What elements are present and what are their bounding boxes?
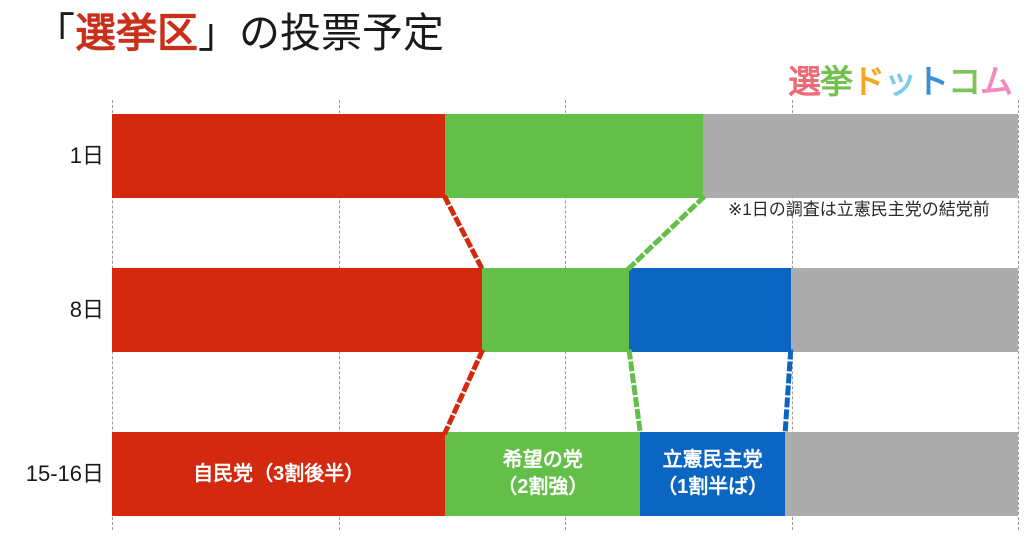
y-axis-label-2: 15-16日 xyxy=(25,461,104,486)
logo-char-4: ト xyxy=(916,63,949,100)
bar-segment-label: 自民党（3割後半） xyxy=(193,462,365,485)
page-title: 「選挙区」の投票予定 xyxy=(34,4,444,62)
logo-char-1: 挙 xyxy=(820,63,853,100)
gridline-100 xyxy=(1018,100,1019,530)
bar-segment-0: 自民党（3割後半） xyxy=(112,432,446,516)
connector-自民党 xyxy=(442,348,485,436)
bar-row xyxy=(112,114,1018,198)
logo-char-0: 選 xyxy=(788,63,821,100)
footnote: ※1日の調査は立憲民主党の結党前 xyxy=(728,200,990,219)
bar-segment-3 xyxy=(790,268,1018,352)
logo-char-6: ム xyxy=(980,63,1013,100)
senkyo-dotcom-logo: 選挙ドットコム xyxy=(788,62,1013,102)
bar-segment-label: （1割半ば） xyxy=(657,476,769,498)
bar-segment-3 xyxy=(785,432,1018,516)
bar-row: 自民党（3割後半） 希望の党 （2割強） 立憲民主党 （1割半ば） xyxy=(112,432,1018,516)
bar-segment-label: 希望の党 xyxy=(502,449,583,471)
bar-segment-3 xyxy=(702,114,1018,198)
title-accent: 選挙区 xyxy=(75,10,198,56)
y-axis-label-1: 8日 xyxy=(69,297,104,322)
title-suffix: 」の投票予定 xyxy=(198,10,444,56)
logo-char-3: ッ xyxy=(884,63,917,100)
bar-segment-0 xyxy=(112,268,482,352)
bar-segment-label: 立憲民主党 xyxy=(662,449,763,471)
bar-segment-2: 立憲民主党 （1割半ば） xyxy=(640,432,786,516)
bar-segment-1: 希望の党 （2割強） xyxy=(445,432,641,516)
bar-segment-label: （2割強） xyxy=(497,476,589,498)
connector-希望の党 xyxy=(625,194,707,272)
bar-segment-0 xyxy=(112,114,446,198)
logo-char-2: ド xyxy=(852,63,885,100)
bar-segment-2 xyxy=(629,268,791,352)
bar-segment-1 xyxy=(481,268,630,352)
connector-立憲民主党 xyxy=(782,349,794,435)
connector-自民党 xyxy=(442,194,486,272)
bar-segment-1 xyxy=(445,114,703,198)
connector-希望の党 xyxy=(626,349,644,435)
bar-row xyxy=(112,268,1018,352)
logo-char-5: コ xyxy=(948,63,981,100)
y-axis-label-0: 1日 xyxy=(69,143,104,168)
title-prefix: 「 xyxy=(34,10,75,56)
